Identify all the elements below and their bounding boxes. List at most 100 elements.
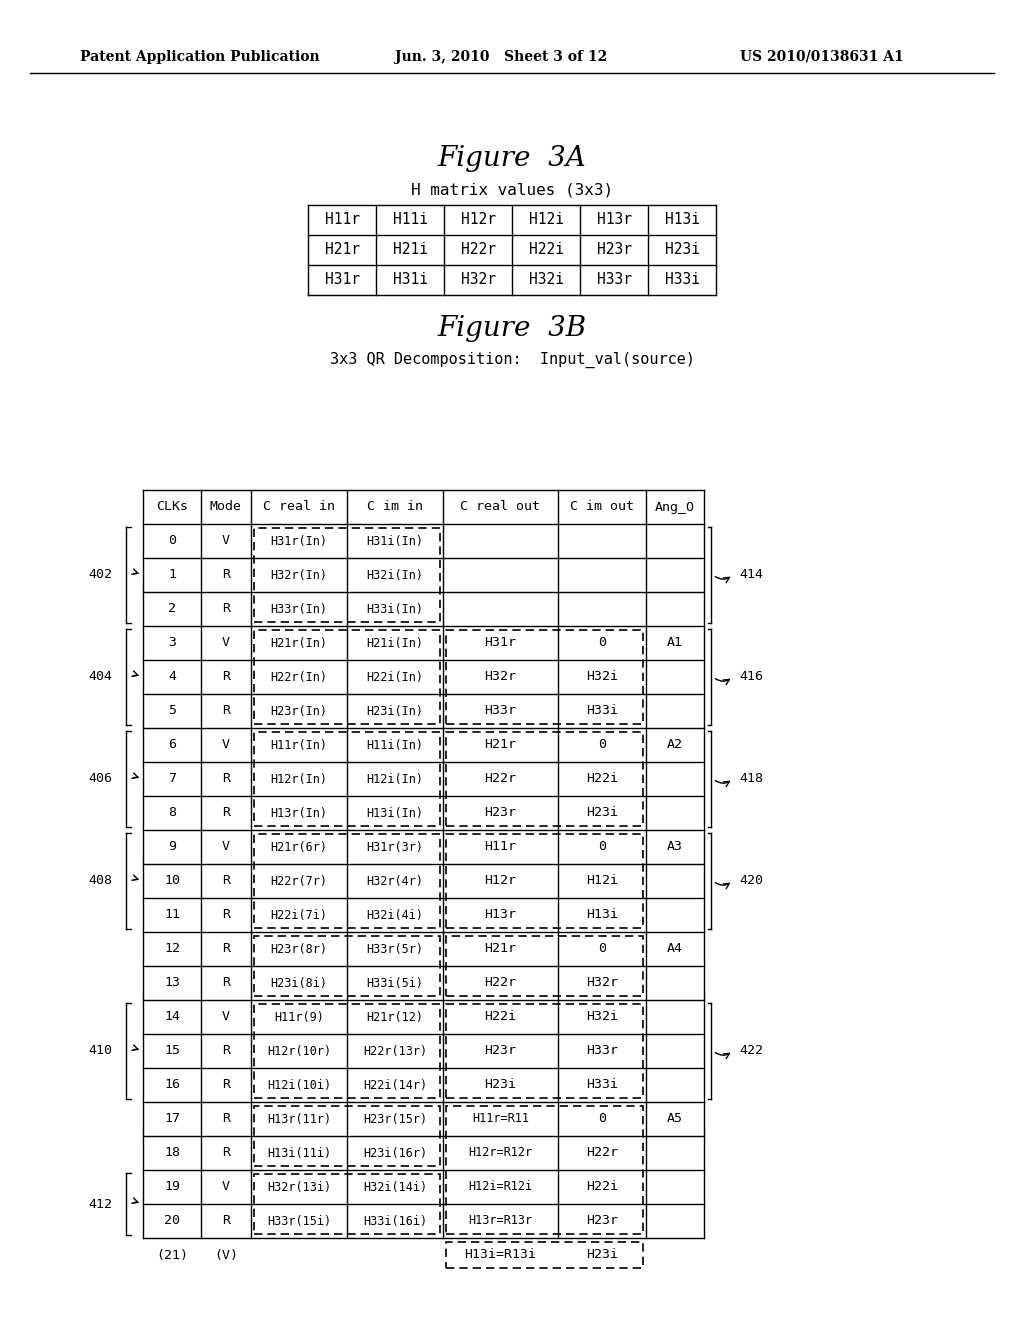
Text: H23i(16r): H23i(16r) (362, 1147, 427, 1159)
Text: H23r(8r): H23r(8r) (270, 942, 328, 956)
Text: 410: 410 (88, 1044, 112, 1057)
Text: 7: 7 (168, 772, 176, 785)
Text: H23r: H23r (597, 243, 632, 257)
Text: R: R (222, 1113, 230, 1126)
Text: H12r: H12r (461, 213, 496, 227)
Text: H33i(5i): H33i(5i) (367, 977, 424, 990)
Text: R: R (222, 602, 230, 615)
Text: H33r(15i): H33r(15i) (267, 1214, 331, 1228)
Text: V: V (222, 1180, 230, 1193)
Text: 0: 0 (598, 841, 606, 854)
Text: H11r=R11: H11r=R11 (472, 1113, 529, 1126)
Text: H33i: H33i (665, 272, 699, 288)
Text: H32i(14i): H32i(14i) (362, 1180, 427, 1193)
Text: H22i(In): H22i(In) (367, 671, 424, 684)
Text: 0: 0 (598, 1113, 606, 1126)
Text: H12i(In): H12i(In) (367, 772, 424, 785)
Text: R: R (222, 977, 230, 990)
Text: Ang_O: Ang_O (655, 500, 695, 513)
Text: H13r: H13r (484, 908, 516, 921)
Text: H13i(In): H13i(In) (367, 807, 424, 820)
Text: 414: 414 (739, 569, 763, 582)
Text: 3: 3 (168, 636, 176, 649)
Bar (446, 1106, 643, 1234)
Text: H23r: H23r (586, 1214, 618, 1228)
Text: 10: 10 (164, 874, 180, 887)
Text: H32i: H32i (586, 1011, 618, 1023)
Text: H32r: H32r (586, 977, 618, 990)
Text: 11: 11 (164, 908, 180, 921)
Text: A3: A3 (667, 841, 683, 854)
Text: (21): (21) (156, 1249, 188, 1262)
Text: H33r: H33r (484, 705, 516, 718)
Text: H32r: H32r (461, 272, 496, 288)
Text: H21r(6r): H21r(6r) (270, 841, 328, 854)
Text: H11r(In): H11r(In) (270, 738, 328, 751)
Bar (446, 834, 643, 928)
Text: V: V (222, 535, 230, 548)
Text: C real out: C real out (461, 500, 541, 513)
Text: H23r(In): H23r(In) (270, 705, 328, 718)
Text: A5: A5 (667, 1113, 683, 1126)
Text: 4: 4 (168, 671, 176, 684)
Bar (254, 1005, 440, 1098)
Text: H21r: H21r (484, 738, 516, 751)
Text: 3x3 QR Decomposition:  Input_val(source): 3x3 QR Decomposition: Input_val(source) (330, 352, 694, 368)
Text: R: R (222, 807, 230, 820)
Text: H11r: H11r (325, 213, 359, 227)
Text: C im out: C im out (570, 500, 634, 513)
Text: R: R (222, 772, 230, 785)
Text: 17: 17 (164, 1113, 180, 1126)
Text: H11r(9): H11r(9) (274, 1011, 324, 1023)
Text: Patent Application Publication: Patent Application Publication (80, 50, 319, 63)
Text: H11i(In): H11i(In) (367, 738, 424, 751)
Text: H21r(In): H21r(In) (270, 636, 328, 649)
Text: H23i: H23i (586, 1249, 618, 1262)
Text: Figure  3A: Figure 3A (437, 144, 587, 172)
Text: Mode: Mode (210, 500, 242, 513)
Text: H23i: H23i (665, 243, 699, 257)
Text: 18: 18 (164, 1147, 180, 1159)
Text: 19: 19 (164, 1180, 180, 1193)
Text: H12r(In): H12r(In) (270, 772, 328, 785)
Text: 0: 0 (598, 738, 606, 751)
Text: H31r(In): H31r(In) (270, 535, 328, 548)
Bar (254, 630, 440, 723)
Text: H22r(In): H22r(In) (270, 671, 328, 684)
Text: H22i: H22i (586, 1180, 618, 1193)
Text: H21r: H21r (484, 942, 516, 956)
Text: 20: 20 (164, 1214, 180, 1228)
Text: 1: 1 (168, 569, 176, 582)
Text: H11i: H11i (392, 213, 427, 227)
Text: R: R (222, 908, 230, 921)
Text: H23r: H23r (484, 1044, 516, 1057)
Text: H13i(11i): H13i(11i) (267, 1147, 331, 1159)
Text: 13: 13 (164, 977, 180, 990)
Text: R: R (222, 569, 230, 582)
Text: 420: 420 (739, 874, 763, 887)
Text: 0: 0 (598, 942, 606, 956)
Text: 402: 402 (88, 569, 112, 582)
Text: R: R (222, 942, 230, 956)
Text: H23r: H23r (484, 807, 516, 820)
Text: H32r(4r): H32r(4r) (367, 874, 424, 887)
Text: A1: A1 (667, 636, 683, 649)
Text: H33r: H33r (586, 1044, 618, 1057)
Text: R: R (222, 1078, 230, 1092)
Text: H13r: H13r (597, 213, 632, 227)
Text: H33r(In): H33r(In) (270, 602, 328, 615)
Text: H12r(10r): H12r(10r) (267, 1044, 331, 1057)
Text: R: R (222, 1214, 230, 1228)
Text: H13r(11r): H13r(11r) (267, 1113, 331, 1126)
Text: 8: 8 (168, 807, 176, 820)
Text: 406: 406 (88, 772, 112, 785)
Text: H12r=R12r: H12r=R12r (468, 1147, 532, 1159)
Text: 412: 412 (88, 1197, 112, 1210)
Text: H22r: H22r (484, 772, 516, 785)
Text: C im in: C im in (367, 500, 423, 513)
Text: H13i: H13i (665, 213, 699, 227)
Text: H matrix values (3x3): H matrix values (3x3) (411, 182, 613, 198)
Text: H22i: H22i (586, 772, 618, 785)
Text: US 2010/0138631 A1: US 2010/0138631 A1 (740, 50, 904, 63)
Text: V: V (222, 841, 230, 854)
